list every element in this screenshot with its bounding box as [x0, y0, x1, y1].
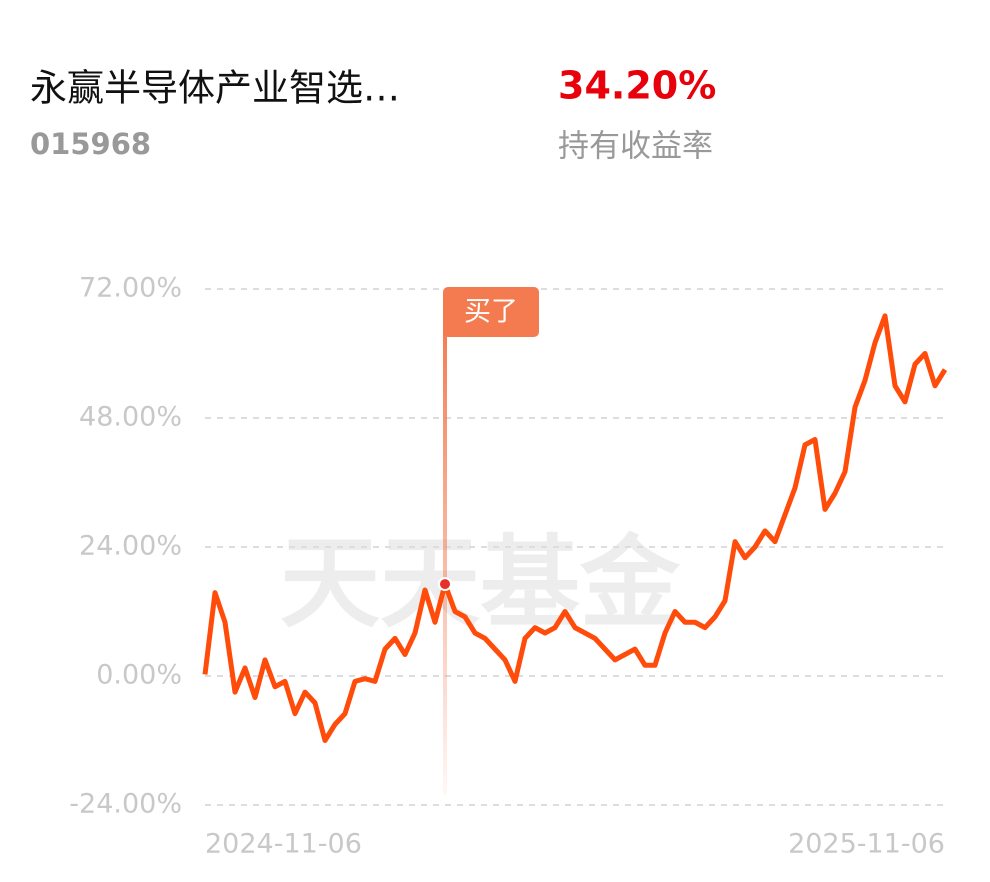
- y-tick-label: -24.00%: [69, 789, 182, 820]
- return-label: 持有收益率: [558, 129, 713, 165]
- buy-label: 买了: [464, 297, 518, 328]
- watermark: 天天基金: [280, 524, 681, 641]
- line: [202, 313, 948, 743]
- fund-name: 永赢半导体产业智选…: [30, 67, 400, 110]
- buy-label-box: [443, 287, 539, 337]
- buy-marker-dot: [438, 577, 452, 592]
- y-tick-label: 72.00%: [79, 273, 182, 304]
- x-tick-label: 2024-11-06: [205, 829, 362, 860]
- buy-marker-line: [443, 320, 447, 795]
- y-tick-label: 0.00%: [96, 660, 182, 691]
- y-tick-label: 48.00%: [79, 402, 182, 433]
- y-tick-label: 24.00%: [79, 531, 182, 562]
- x-tick-label: 2025-11-06: [788, 829, 945, 860]
- return-value: 34.20%: [558, 64, 716, 108]
- fund-code: 015968: [30, 127, 151, 161]
